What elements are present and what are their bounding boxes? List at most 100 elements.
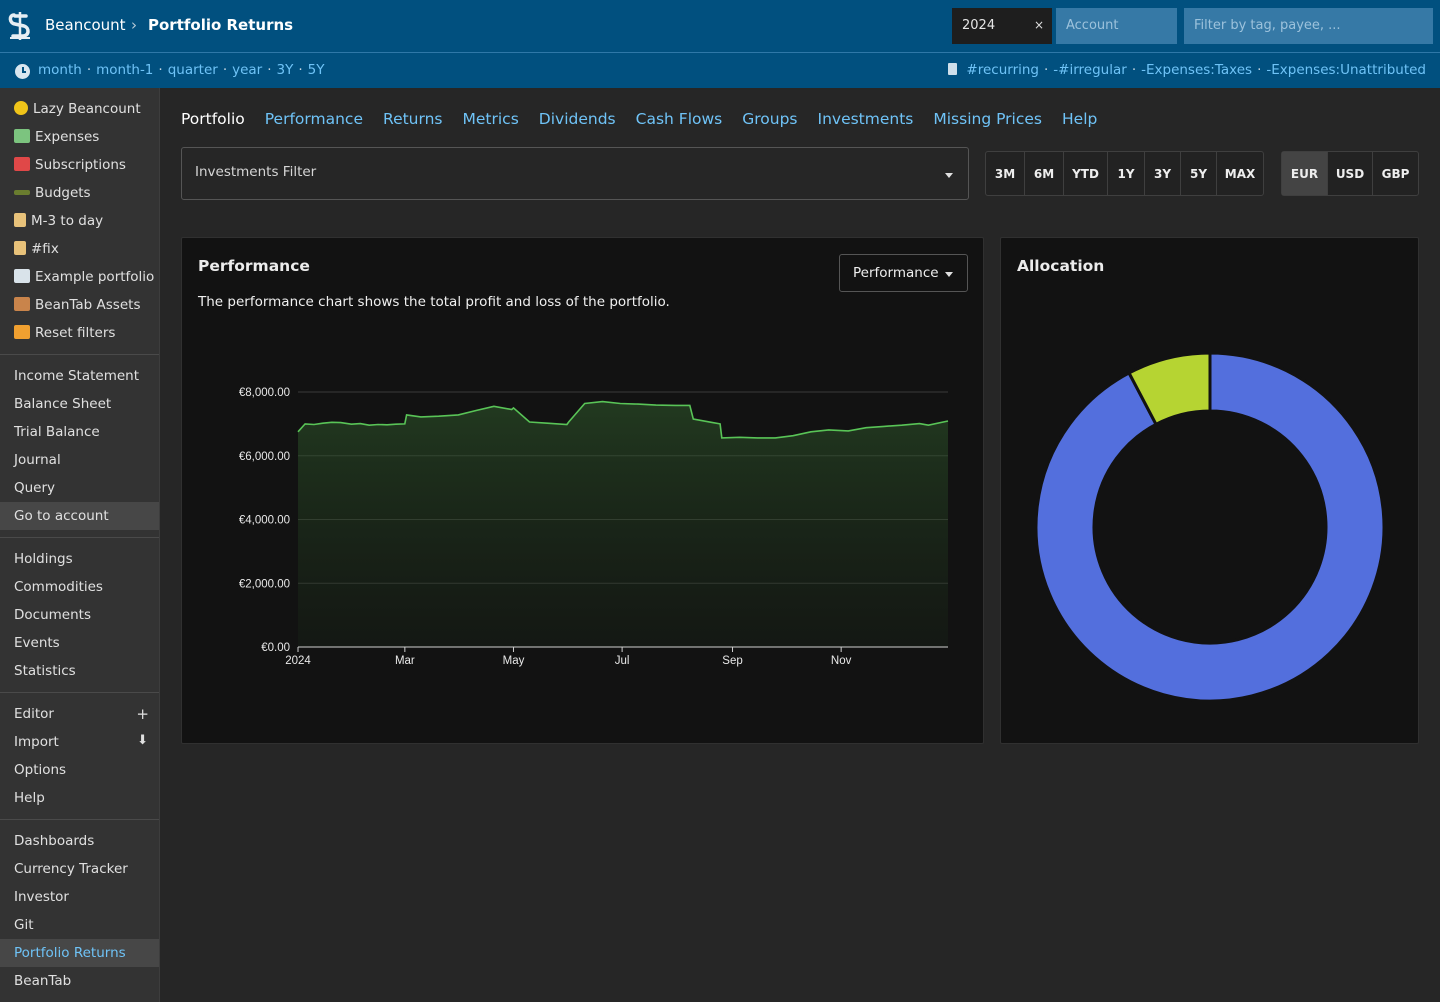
sidebar-item-fix[interactable]: #fix — [0, 235, 159, 263]
time-link-3y[interactable]: 3Y — [276, 62, 294, 78]
coin-icon — [14, 101, 28, 115]
download-icon[interactable]: ⬇ — [137, 733, 148, 748]
separator-dot: · — [86, 62, 92, 78]
sidebar-item-expenses[interactable]: Expenses — [0, 123, 159, 151]
portfolio-line — [297, 400, 949, 439]
sidebar-item-lazy-beancount[interactable]: Lazy Beancount — [0, 95, 159, 123]
time-link-quarter[interactable]: quarter — [167, 62, 218, 78]
sidebar-item-portfolio-returns[interactable]: Portfolio Returns — [0, 939, 159, 967]
beancount-logo-icon[interactable] — [6, 11, 34, 41]
sidebar-item-holdings[interactable]: Holdings — [14, 551, 73, 567]
allocation-slice — [1127, 351, 1212, 427]
sidebar-item-balance-sheet[interactable]: Balance Sheet — [14, 396, 112, 412]
clock-icon — [15, 64, 30, 79]
time-link-month-1[interactable]: month-1 — [96, 62, 154, 78]
time-shortcuts: month · month-1 · quarter · year · 3Y · 5Y — [38, 62, 325, 78]
currency-button-group: EUR USD GBP — [1281, 151, 1419, 196]
tab-metrics[interactable]: Metrics — [462, 110, 519, 128]
tab-missing-prices[interactable]: Missing Prices — [933, 110, 1042, 128]
sidebar-item-documents[interactable]: Documents — [14, 607, 91, 623]
sidebar-item-dashboards[interactable]: Dashboards — [14, 833, 95, 849]
sidebar-item-beantab-assets[interactable]: BeanTab Assets — [0, 291, 159, 319]
separator-dot: · — [1257, 62, 1262, 78]
range-button-3y[interactable]: 3Y — [1145, 152, 1181, 195]
currency-button-usd[interactable]: USD — [1328, 152, 1373, 195]
x-tick-label: 2024 — [285, 655, 311, 667]
range-button-6m[interactable]: 6M — [1025, 152, 1064, 195]
y-tick-label: €2,000.00 — [239, 578, 290, 590]
tab-cash-flows[interactable]: Cash Flows — [635, 110, 723, 128]
brand-link[interactable]: Beancount — [45, 16, 126, 34]
sidebar-item-git[interactable]: Git — [14, 917, 34, 933]
x-tick-label: Sep — [722, 655, 742, 667]
sidebar-item-statistics[interactable]: Statistics — [14, 663, 76, 679]
range-button-ytd[interactable]: YTD — [1064, 152, 1108, 195]
currency-button-gbp[interactable]: GBP — [1381, 166, 1410, 181]
currency-button-eur[interactable]: EUR — [1282, 152, 1328, 195]
range-button-1y[interactable]: 1Y — [1108, 152, 1145, 195]
performance-chart-select[interactable]: Performance — [839, 254, 968, 292]
tab-portfolio[interactable]: Portfolio — [181, 110, 245, 128]
sidebar-item-budgets[interactable]: Budgets — [0, 179, 159, 207]
sidebar-item-options[interactable]: Options — [14, 762, 67, 778]
performance-card-title: Performance — [198, 257, 310, 275]
sidebar-item-help[interactable]: Help — [14, 790, 45, 806]
range-button-3m[interactable]: 3M — [986, 152, 1025, 195]
tab-dividends[interactable]: Dividends — [538, 110, 616, 128]
filter-shortcuts-bar: month · month-1 · quarter · year · 3Y · 5Y #recurr… — [0, 52, 1440, 88]
sidebar: Lazy Beancount Expenses Subscriptions Bu… — [0, 88, 160, 1002]
y-tick-label: €4,000.00 — [239, 515, 290, 527]
tab-groups[interactable]: Groups — [742, 110, 798, 128]
sidebar-item-income-statement[interactable]: Income Statement — [14, 368, 140, 384]
sidebar-item-query[interactable]: Query — [14, 480, 56, 496]
sidebar-item-journal[interactable]: Journal — [14, 452, 61, 468]
range-button-max[interactable]: MAX — [1224, 166, 1256, 181]
sidebar-item-subscriptions[interactable]: Subscriptions — [0, 151, 159, 179]
abacus-icon — [14, 297, 30, 311]
time-link-year[interactable]: year — [232, 62, 263, 78]
sidebar-item-example-portfolio[interactable]: Example portfolio — [0, 263, 159, 291]
sidebar-item-m3-to-day[interactable]: M-3 to day — [0, 207, 159, 235]
tab-returns[interactable]: Returns — [383, 110, 443, 128]
sidebar-item-import[interactable]: Import ⬇ — [0, 728, 159, 756]
sidebar-item-beantab[interactable]: BeanTab — [14, 973, 72, 989]
time-link-5y[interactable]: 5Y — [307, 62, 325, 78]
tab-performance[interactable]: Performance — [264, 110, 363, 128]
tag-link-expenses-taxes[interactable]: -Expenses:Taxes — [1141, 62, 1253, 78]
sidebar-item-reset-filters[interactable]: Reset filters — [0, 319, 159, 347]
separator-dot: · — [267, 62, 272, 78]
repeat-icon — [14, 325, 30, 339]
sidebar-item-currency-tracker[interactable]: Currency Tracker — [14, 861, 128, 877]
traffic-light-icon — [14, 190, 30, 195]
sidebar-item-label: BeanTab Assets — [35, 297, 141, 313]
tag-payee-filter-input[interactable]: Filter by tag, payee, ... — [1184, 8, 1433, 44]
calendar-icon — [14, 157, 30, 171]
sidebar-divider — [0, 354, 159, 355]
scroll-icon — [14, 241, 26, 255]
scroll-icon — [14, 213, 26, 227]
time-filter-input[interactable]: 2024 × — [952, 8, 1052, 44]
range-button-5y[interactable]: 5Y — [1181, 152, 1217, 195]
sidebar-item-label: Expenses — [35, 129, 100, 145]
sidebar-item-trial-balance[interactable]: Trial Balance — [14, 424, 100, 440]
tab-investments[interactable]: Investments — [817, 110, 914, 128]
sidebar-item-editor[interactable]: Editor + — [0, 700, 159, 728]
sidebar-item-go-to-account[interactable]: Go to account — [0, 502, 159, 530]
tag-link-irregular[interactable]: -#irregular — [1053, 62, 1127, 78]
account-filter-input[interactable]: Account — [1056, 8, 1177, 44]
tag-link-expenses-unattributed[interactable]: -Expenses:Unattributed — [1266, 62, 1426, 78]
sidebar-item-label: M-3 to day — [31, 213, 104, 229]
tab-help[interactable]: Help — [1062, 110, 1098, 128]
time-link-month[interactable]: month — [38, 62, 82, 78]
sidebar-item-investor[interactable]: Investor — [14, 889, 69, 905]
clear-time-filter-button[interactable]: × — [1033, 18, 1044, 32]
tag-link-recurring[interactable]: #recurring — [966, 62, 1039, 78]
sidebar-item-commodities[interactable]: Commodities — [14, 579, 103, 595]
sidebar-item-events[interactable]: Events — [14, 635, 60, 651]
separator-dot: · — [1131, 62, 1137, 78]
tag-shortcuts: #recurring · -#irregular · -Expenses:Taxes · -… — [948, 62, 1426, 78]
plus-icon[interactable]: + — [136, 705, 149, 723]
separator-dot: · — [222, 62, 228, 78]
filter-icon — [948, 63, 958, 75]
investments-filter-select[interactable]: Investments Filter — [181, 147, 969, 200]
